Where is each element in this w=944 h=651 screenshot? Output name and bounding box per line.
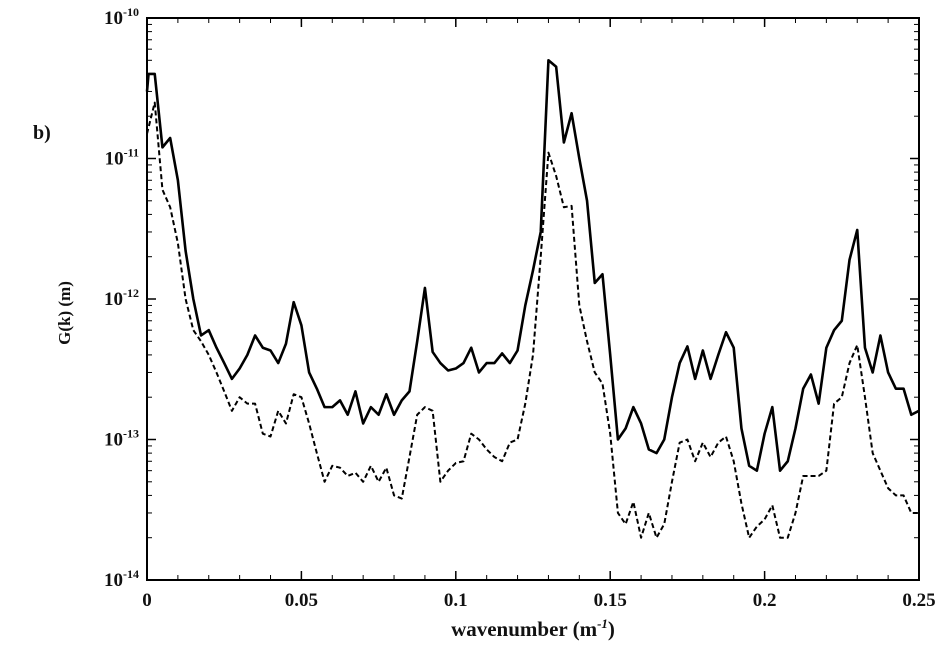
y-tick-label: 10-11 — [105, 146, 139, 170]
y-tick-label: 10-14 — [104, 567, 139, 591]
label-layer: 0 0.05 0.1 0.15 0.2 0.25 10-14 10-13 10-12 10-11 1… — [55, 5, 936, 641]
panel-label: b) — [33, 122, 51, 144]
tick-layer — [146, 17, 920, 581]
x-tick-label: 0.1 — [444, 590, 468, 611]
y-axis-label: G(k) (m) — [55, 281, 74, 345]
series-line-solid — [145, 58, 920, 472]
y-tick-label: 10-10 — [104, 5, 139, 29]
series-layer — [145, 58, 920, 539]
plot-frame — [146, 17, 920, 581]
series-line-dashed — [146, 101, 919, 539]
x-tick-label: 0.15 — [594, 590, 627, 611]
x-tick-label: 0 — [142, 590, 152, 611]
x-axis-label: wavenumber (m-1) — [451, 616, 615, 641]
x-tick-label: 0.2 — [753, 590, 777, 611]
x-tick-label: 0.05 — [285, 590, 318, 611]
x-tick-label: 0.25 — [902, 590, 935, 611]
y-tick-label: 10-13 — [104, 427, 139, 451]
y-tick-label: 10-12 — [104, 286, 139, 310]
